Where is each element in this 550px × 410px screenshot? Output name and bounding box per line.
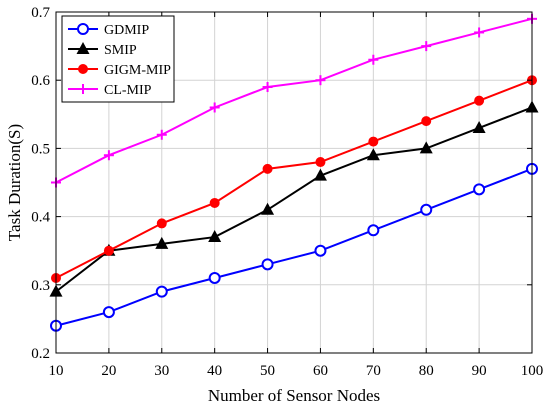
series-line <box>55 167 533 327</box>
data-point <box>473 183 486 196</box>
data-point <box>419 141 433 154</box>
data-point <box>262 163 273 174</box>
data-point <box>315 75 326 86</box>
data-point <box>77 23 89 35</box>
series-line <box>55 106 533 293</box>
y-tick-label: 0.3 <box>31 278 50 294</box>
legend-label: GDMIP <box>104 23 149 38</box>
data-point <box>103 245 114 256</box>
legend: GDMIP SMIP GIGM-MIP CL-MIP <box>61 15 175 103</box>
legend-item: GIGM-MIP <box>68 63 171 78</box>
series-line <box>55 17 533 184</box>
data-point <box>262 82 273 93</box>
data-point <box>421 116 432 127</box>
data-point <box>368 54 379 65</box>
y-tick-label: 0.2 <box>31 346 50 362</box>
legend-item: SMIP <box>68 42 137 58</box>
x-tick-label: 70 <box>366 363 381 379</box>
legend-label: SMIP <box>104 43 137 58</box>
series-gdmip <box>50 162 538 332</box>
data-point <box>366 148 380 161</box>
data-point <box>209 197 220 208</box>
ticks: 10 20 30 40 50 60 70 80 90 100 0.2 0.3 0.4 0.5 0.6 0.7 <box>31 5 543 379</box>
x-tick-label: 100 <box>521 363 544 379</box>
x-tick-label: 80 <box>419 363 434 379</box>
data-point <box>315 157 326 168</box>
data-point <box>78 64 88 74</box>
legend-item: CL-MIP <box>68 83 152 98</box>
data-point <box>472 120 486 133</box>
legend-item: GDMIP <box>68 23 149 38</box>
data-point <box>420 203 433 216</box>
data-point <box>208 271 221 284</box>
series-layer <box>49 13 539 332</box>
series-gigm-mip <box>51 75 537 283</box>
legend-label: GIGM-MIP <box>104 63 171 78</box>
data-point <box>367 224 380 237</box>
data-point <box>155 285 168 298</box>
x-tick-label: 50 <box>260 363 275 379</box>
x-tick-label: 30 <box>154 363 169 379</box>
data-point <box>314 244 327 257</box>
x-tick-label: 60 <box>313 363 328 379</box>
x-tick-label: 20 <box>101 363 116 379</box>
x-tick-label: 10 <box>49 363 64 379</box>
x-tick-label: 90 <box>472 363 487 379</box>
data-point <box>474 95 485 106</box>
data-point <box>209 102 220 113</box>
data-point <box>261 202 275 215</box>
data-point <box>421 41 432 52</box>
data-point <box>76 42 90 54</box>
x-axis-label: Number of Sensor Nodes <box>208 386 380 405</box>
x-tick-label: 40 <box>207 363 222 379</box>
series-line <box>55 79 533 279</box>
data-point <box>155 236 169 249</box>
series-smip <box>49 100 539 297</box>
data-point <box>313 168 327 181</box>
data-point <box>156 218 167 229</box>
y-axis-label: Task Duration(S) <box>5 124 24 241</box>
y-tick-label: 0.7 <box>31 5 50 21</box>
plot-frame <box>55 11 533 354</box>
y-tick-label: 0.5 <box>31 141 50 157</box>
data-point <box>78 84 88 94</box>
data-point <box>368 136 379 147</box>
data-point <box>474 27 485 38</box>
y-tick-label: 0.4 <box>31 210 50 226</box>
legend-label: CL-MIP <box>104 83 152 98</box>
data-point <box>156 129 167 140</box>
data-point <box>103 150 114 161</box>
data-point <box>102 306 115 319</box>
data-point <box>208 230 222 243</box>
y-tick-label: 0.6 <box>31 73 50 89</box>
data-point <box>261 258 274 271</box>
